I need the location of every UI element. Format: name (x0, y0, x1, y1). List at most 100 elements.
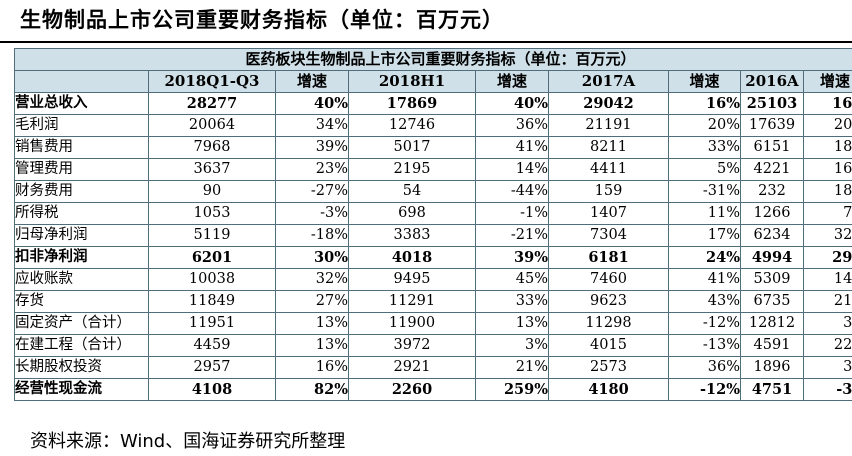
growth-cell: -12% (668, 312, 741, 335)
growth-cell: 3% (475, 334, 549, 357)
growth-cell: 21% (802, 290, 852, 313)
value-cell: 7304 (548, 224, 669, 247)
value-cell: 3972 (348, 334, 476, 357)
growth-cell: 39% (275, 136, 349, 159)
value-cell: 2195 (348, 158, 476, 181)
value-cell: 1407 (548, 202, 669, 225)
growth-cell: 11% (668, 202, 741, 225)
growth-cell: 36% (475, 114, 549, 137)
growth-cell: 3% (802, 312, 852, 335)
value-cell: 4180 (548, 378, 669, 401)
value-cell: 11291 (348, 290, 476, 313)
growth-cell: 45% (475, 268, 549, 291)
value-cell: 29042 (548, 92, 669, 115)
growth-cell: 13% (275, 312, 349, 335)
growth-cell: 16% (668, 92, 741, 115)
growth-cell: -44% (475, 180, 549, 203)
financial-indicators-table: 医药板块生物制品上市公司重要财务指标（单位：百万元） 2018Q1-Q3 增速 20… (13, 48, 852, 401)
value-cell: 4015 (548, 334, 669, 357)
value-cell: 10038 (148, 268, 276, 291)
value-cell: 21191 (548, 114, 669, 137)
growth-cell: 33% (475, 290, 549, 313)
growth-cell: 16% (802, 158, 852, 181)
growth-cell: 20% (802, 114, 852, 137)
value-cell: 11951 (148, 312, 276, 335)
growth-cell: 16% (802, 92, 852, 115)
value-cell: 90 (148, 180, 276, 203)
value-cell: 2573 (548, 356, 669, 379)
row-label: 长期股权投资 (14, 356, 149, 379)
growth-cell: 34% (275, 114, 349, 137)
header-cell: 2016A (740, 70, 804, 93)
row-label: 营业总收入 (14, 92, 149, 115)
growth-cell: 7% (802, 202, 852, 225)
value-cell: 4591 (740, 334, 804, 357)
value-cell: 4411 (548, 158, 669, 181)
value-cell: 2260 (348, 378, 476, 401)
header-cell: 2017A (548, 70, 669, 93)
growth-cell: 13% (275, 334, 349, 357)
value-cell: 5309 (740, 268, 804, 291)
table-caption: 医药板块生物制品上市公司重要财务指标（单位：百万元） (13, 48, 852, 71)
value-cell: 1896 (740, 356, 804, 379)
row-label: 应收账款 (14, 268, 149, 291)
value-cell: 6181 (548, 246, 669, 269)
value-cell: 1266 (740, 202, 804, 225)
growth-cell: -21% (475, 224, 549, 247)
growth-cell: -13% (668, 334, 741, 357)
value-cell: 6201 (148, 246, 276, 269)
growth-cell: -3% (275, 202, 349, 225)
value-cell: 1053 (148, 202, 276, 225)
growth-cell: 32% (275, 268, 349, 291)
value-cell: 5119 (148, 224, 276, 247)
value-cell: 11298 (548, 312, 669, 335)
row-label: 在建工程（合计） (14, 334, 149, 357)
value-cell: 9495 (348, 268, 476, 291)
growth-cell: 21% (475, 356, 549, 379)
growth-cell: 82% (275, 378, 349, 401)
row-label: 毛利润 (14, 114, 149, 137)
growth-cell: 39% (475, 246, 549, 269)
row-label: 存货 (14, 290, 149, 313)
growth-cell: 16% (275, 356, 349, 379)
row-label: 固定资产（合计） (14, 312, 149, 335)
growth-cell: 24% (668, 246, 741, 269)
value-cell: 4108 (148, 378, 276, 401)
value-cell: 54 (348, 180, 476, 203)
row-label: 归母净利润 (14, 224, 149, 247)
value-cell: 4221 (740, 158, 804, 181)
value-cell: 159 (548, 180, 669, 203)
row-label: 财务费用 (14, 180, 149, 203)
growth-cell: 27% (275, 290, 349, 313)
growth-cell: 20% (668, 114, 741, 137)
growth-cell: 43% (668, 290, 741, 313)
growth-cell: 40% (475, 92, 549, 115)
value-cell: 11849 (148, 290, 276, 313)
header-cell: 增速 (802, 70, 852, 93)
value-cell: 5017 (348, 136, 476, 159)
value-cell: 2921 (348, 356, 476, 379)
value-cell: 6234 (740, 224, 804, 247)
row-label: 管理费用 (14, 158, 149, 181)
growth-cell: 30% (275, 246, 349, 269)
value-cell: 12746 (348, 114, 476, 137)
table-header-row: 2018Q1-Q3 增速 2018H1 增速 2017A 增速 2016A 增速 (14, 70, 852, 93)
growth-cell: 23% (275, 158, 349, 181)
growth-cell: 33% (668, 136, 741, 159)
value-cell: 20064 (148, 114, 276, 137)
value-cell: 25103 (740, 92, 804, 115)
value-cell: 9623 (548, 290, 669, 313)
value-cell: 4751 (740, 378, 804, 401)
value-cell: 17639 (740, 114, 804, 137)
growth-cell: 18% (802, 180, 852, 203)
growth-cell: 5% (668, 158, 741, 181)
value-cell: 4994 (740, 246, 804, 269)
